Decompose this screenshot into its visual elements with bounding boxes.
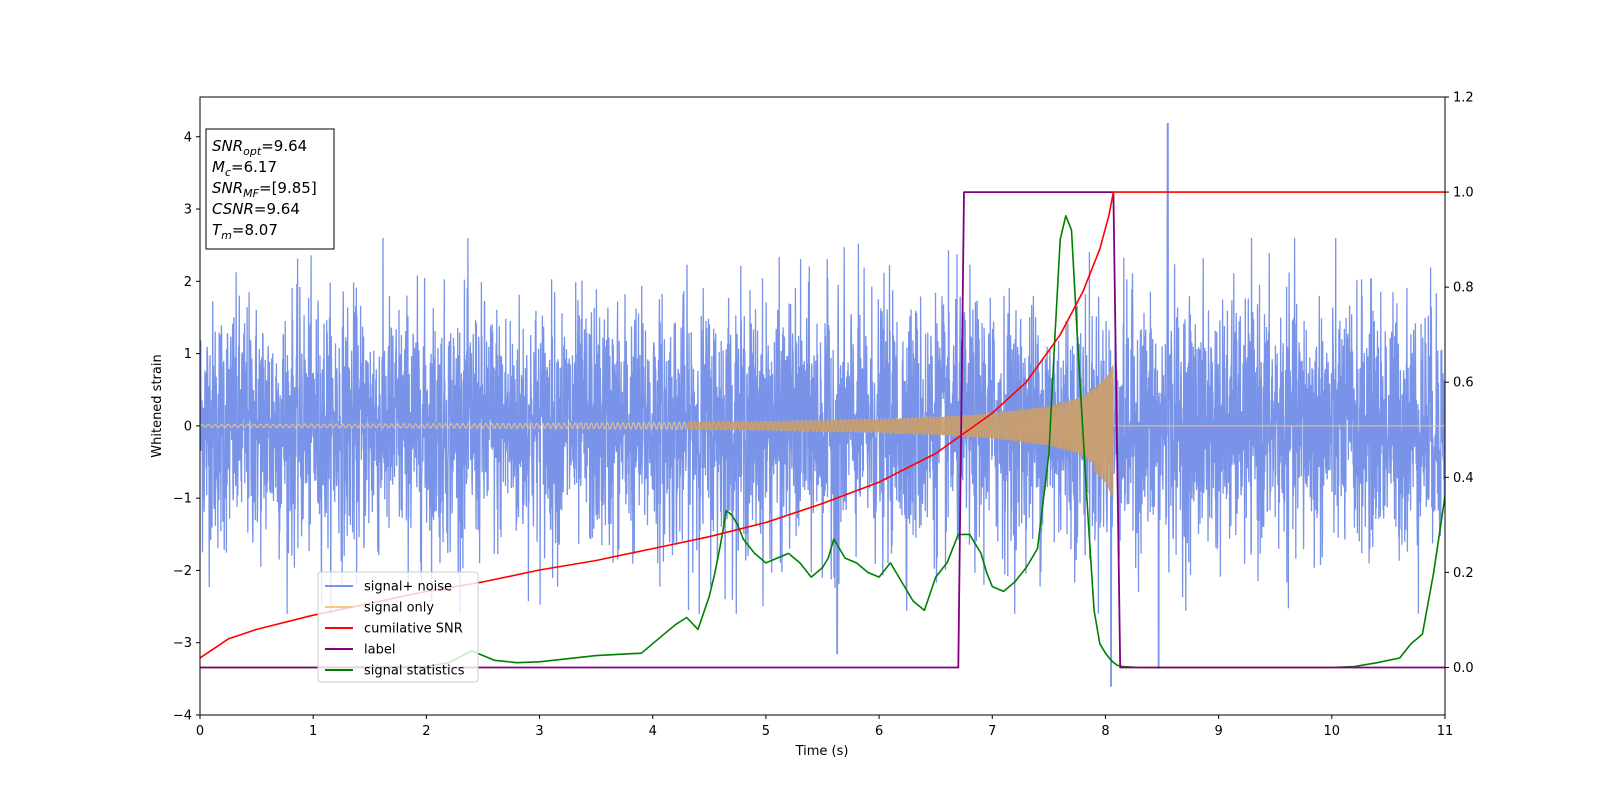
- y-left-tick-label: −4: [173, 709, 192, 724]
- legend-label: label: [364, 643, 395, 658]
- info-value: =9.64: [254, 200, 300, 218]
- y-right-tick-label: 0.4: [1453, 471, 1474, 486]
- y-left-tick-label: 0: [184, 419, 192, 434]
- x-tick-label: 11: [1437, 724, 1454, 739]
- info-line: Tm=8.07: [212, 221, 278, 242]
- y-axis-right: 0.0 0.2 0.4 0.6 0.8 1.0 1.2: [1445, 91, 1474, 676]
- legend-label: signal only: [364, 601, 434, 616]
- x-tick-label: 7: [988, 724, 996, 739]
- info-box-frame: [205, 128, 335, 250]
- info-line: SNRMF=[9.85]: [212, 179, 317, 200]
- series-layer: [200, 123, 1445, 687]
- info-value: =8.07: [232, 221, 278, 239]
- x-tick-label: 6: [875, 724, 883, 739]
- y-right-tick-label: 0.6: [1453, 376, 1474, 391]
- x-tick-label: 2: [422, 724, 430, 739]
- y-right-tick-label: 1.0: [1453, 186, 1474, 201]
- info-line: Mc=6.17: [212, 158, 277, 179]
- info-subscript: m: [221, 229, 232, 242]
- x-tick-label: 0: [196, 724, 204, 739]
- legend-label: signal+ noise: [364, 580, 452, 595]
- info-symbol: M: [212, 158, 225, 176]
- info-subscript: c: [225, 166, 231, 179]
- y-left-tick-label: 1: [184, 347, 192, 362]
- info-line: CSNR=9.64: [212, 200, 300, 218]
- y-right-tick-label: 0.2: [1453, 566, 1474, 581]
- y-left-tick-label: −2: [173, 564, 192, 579]
- y-left-tick-label: 4: [184, 130, 192, 145]
- x-tick-label: 5: [762, 724, 770, 739]
- info-symbol: SNR: [212, 137, 243, 155]
- x-tick-label: 3: [535, 724, 543, 739]
- x-tick-label: 4: [649, 724, 657, 739]
- x-tick-label: 8: [1101, 724, 1109, 739]
- x-axis: 0 1 2 3 4 5 6 7 8 9 10 11: [196, 715, 1453, 739]
- y-left-tick-label: 3: [184, 203, 192, 218]
- y-left-tick-label: 2: [184, 275, 192, 290]
- info-symbol: SNR: [212, 179, 243, 197]
- info-line: SNRopt=9.64: [212, 137, 307, 158]
- y-right-tick-label: 0.8: [1453, 281, 1474, 296]
- legend: signal+ noise signal only cumilative SNR la…: [317, 571, 479, 683]
- info-subscript: opt: [243, 145, 262, 158]
- series-signal-statistics-line: [200, 215, 1445, 669]
- info-value: =9.64: [261, 137, 307, 155]
- info-annotation-box: SNRopt=9.64Mc=6.17SNRMF=[9.85]CSNR=9.64T…: [205, 128, 335, 250]
- y-right-tick-label: 1.2: [1453, 91, 1474, 106]
- y-left-tick-label: −3: [173, 636, 192, 651]
- info-value: =[9.85]: [259, 179, 317, 197]
- info-symbol: CSNR: [212, 200, 254, 218]
- legend-label: signal statistics: [364, 664, 465, 679]
- y-right-tick-label: 0.0: [1453, 661, 1474, 676]
- y-axis-label: Whitened strain: [150, 354, 165, 457]
- y-left-tick-label: −1: [173, 492, 192, 507]
- plot-frame: [199, 96, 1446, 716]
- info-symbol: T: [212, 221, 223, 239]
- legend-frame: [317, 571, 479, 683]
- x-tick-label: 10: [1324, 724, 1341, 739]
- x-tick-label: 9: [1214, 724, 1222, 739]
- y-axis-left: −4 −3 −2 −1 0 1 2 3 4: [173, 130, 200, 724]
- info-value: =6.17: [231, 158, 277, 176]
- info-subscript: MF: [243, 187, 259, 200]
- series-signal-only-envelope: [686, 364, 1114, 500]
- x-tick-label: 1: [309, 724, 317, 739]
- series-label-line: [200, 191, 1445, 669]
- x-axis-label: Time (s): [795, 744, 849, 759]
- legend-label: cumilative SNR: [364, 622, 463, 637]
